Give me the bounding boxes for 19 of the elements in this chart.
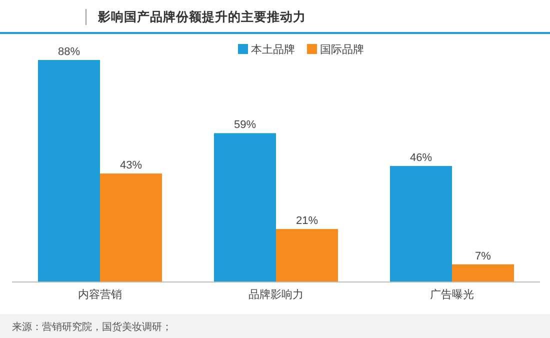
chart-title: 影响国产品牌份额提升的主要推动力	[97, 9, 306, 24]
data-label: 46%	[410, 152, 432, 164]
bar	[390, 166, 452, 282]
source-note: 来源：营销研究院，国货美妆调研；	[12, 321, 172, 333]
bar	[452, 264, 514, 282]
x-tick-label: 品牌影响力	[248, 288, 304, 301]
data-label: 21%	[296, 215, 318, 228]
legend-label: 本土品牌	[251, 43, 295, 56]
bar	[38, 60, 100, 282]
data-label: 59%	[234, 119, 256, 132]
bar	[276, 229, 338, 282]
data-label: 7%	[475, 250, 492, 262]
bar	[100, 174, 162, 282]
data-label: 88%	[58, 46, 80, 58]
bar	[214, 133, 276, 282]
data-label: 43%	[120, 160, 142, 172]
x-tick-label: 广告曝光	[430, 288, 474, 301]
x-tick-label: 内容营销	[78, 288, 122, 301]
legend-label: 国际品牌	[320, 44, 364, 56]
